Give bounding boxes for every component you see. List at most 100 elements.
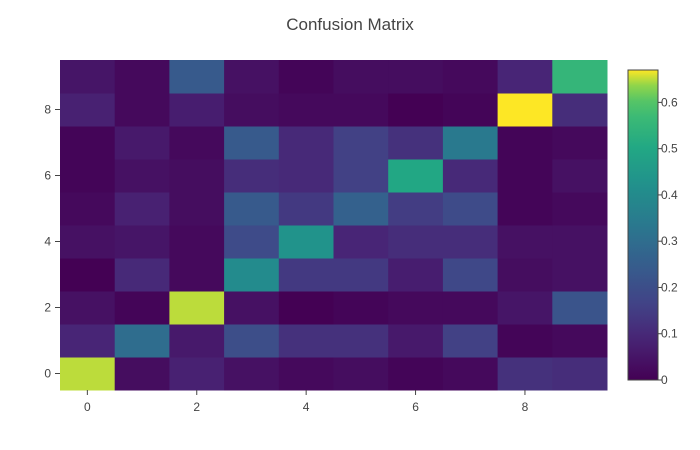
heatmap-cell-r2-c0 bbox=[60, 291, 116, 325]
colorbar-tick-label-5: 0.5 bbox=[661, 142, 678, 156]
heatmap-cell-r6-c7 bbox=[442, 159, 499, 193]
heatmap-cell-r0-c3 bbox=[224, 357, 280, 391]
heatmap-cell-r0-c6 bbox=[388, 357, 444, 391]
colorbar-tick-label-6: 0.6 bbox=[661, 95, 678, 109]
heatmap-cell-r5-c6 bbox=[388, 192, 444, 226]
heatmap-cell-r0-c4 bbox=[278, 357, 334, 391]
heatmap-cell-r4-c7 bbox=[442, 225, 499, 259]
heatmap-cell-r9-c4 bbox=[278, 60, 334, 94]
colorbar-tick-label-4: 0.4 bbox=[661, 188, 678, 202]
heatmap-cell-r0-c2 bbox=[169, 357, 225, 391]
heatmap-cell-r7-c3 bbox=[224, 126, 280, 160]
heatmap-cell-r2-c3 bbox=[224, 291, 280, 325]
y-tick-label-6: 6 bbox=[44, 169, 51, 183]
heatmap-cell-r4-c5 bbox=[333, 225, 389, 259]
y-tick-label-8: 8 bbox=[44, 103, 51, 117]
heatmap-cell-r3-c7 bbox=[442, 258, 499, 292]
x-tick-label-6: 6 bbox=[412, 400, 419, 414]
heatmap-cell-r5-c7 bbox=[442, 192, 499, 226]
heatmap-cell-r3-c8 bbox=[497, 258, 553, 292]
heatmap-cell-r5-c8 bbox=[497, 192, 553, 226]
heatmap-cell-r5-c9 bbox=[552, 192, 608, 226]
x-tick-label-2: 2 bbox=[193, 400, 200, 414]
heatmap-cell-r5-c5 bbox=[333, 192, 389, 226]
heatmap-cells bbox=[60, 60, 608, 391]
heatmap-cell-r2-c4 bbox=[278, 291, 334, 325]
heatmap-cell-r3-c9 bbox=[552, 258, 608, 292]
heatmap-cell-r9-c3 bbox=[224, 60, 280, 94]
y-tick-label-0: 0 bbox=[44, 367, 51, 381]
heatmap-cell-r2-c2 bbox=[169, 291, 225, 325]
heatmap-cell-r6-c3 bbox=[224, 159, 280, 193]
heatmap-cell-r4-c9 bbox=[552, 225, 608, 259]
colorbar-tick-label-1: 0.1 bbox=[661, 327, 678, 341]
heatmap-cell-r1-c7 bbox=[442, 324, 499, 358]
heatmap-cell-r2-c1 bbox=[114, 291, 170, 325]
heatmap-cell-r5-c2 bbox=[169, 192, 225, 226]
heatmap-cell-r9-c9 bbox=[552, 60, 608, 94]
heatmap-cell-r3-c5 bbox=[333, 258, 389, 292]
heatmap-cell-r0-c5 bbox=[333, 357, 389, 391]
heatmap-cell-r4-c1 bbox=[114, 225, 170, 259]
x-tick-label-8: 8 bbox=[522, 400, 529, 414]
heatmap-cell-r3-c4 bbox=[278, 258, 334, 292]
heatmap-cell-r0-c7 bbox=[442, 357, 499, 391]
heatmap-cell-r5-c4 bbox=[278, 192, 334, 226]
colorbar-tick-label-0: 0 bbox=[661, 373, 668, 387]
heatmap-cell-r1-c6 bbox=[388, 324, 444, 358]
heatmap-cell-r2-c9 bbox=[552, 291, 608, 325]
heatmap-cell-r4-c0 bbox=[60, 225, 116, 259]
heatmap-cell-r2-c8 bbox=[497, 291, 553, 325]
heatmap-cell-r3-c2 bbox=[169, 258, 225, 292]
heatmap-cell-r1-c0 bbox=[60, 324, 116, 358]
heatmap-cell-r9-c7 bbox=[442, 60, 499, 94]
heatmap-cell-r1-c8 bbox=[497, 324, 553, 358]
colorbar-tick-label-3: 0.3 bbox=[661, 234, 678, 248]
heatmap-cell-r0-c0 bbox=[60, 357, 116, 391]
y-tick-label-2: 2 bbox=[44, 301, 51, 315]
heatmap-cell-r1-c9 bbox=[552, 324, 608, 358]
heatmap-cell-r7-c7 bbox=[442, 126, 499, 160]
x-axis: 0 2 4 6 8 bbox=[84, 390, 529, 414]
heatmap-cell-r8-c2 bbox=[169, 93, 225, 127]
heatmap-cell-r0-c8 bbox=[497, 357, 553, 391]
heatmap-cell-r6-c4 bbox=[278, 159, 334, 193]
heatmap-cell-r3-c1 bbox=[114, 258, 170, 292]
heatmap-cell-r7-c1 bbox=[114, 126, 170, 160]
heatmap-cell-r5-c0 bbox=[60, 192, 116, 226]
heatmap-cell-r8-c7 bbox=[442, 93, 499, 127]
x-tick-label-0: 0 bbox=[84, 400, 91, 414]
colorbar: 0 0.1 0.2 0.3 0.4 0.5 0.6 bbox=[627, 69, 678, 387]
heatmap-cell-r1-c2 bbox=[169, 324, 225, 358]
heatmap-cell-r7-c5 bbox=[333, 126, 389, 160]
heatmap-cell-r6-c0 bbox=[60, 159, 116, 193]
heatmap-cell-r7-c8 bbox=[497, 126, 553, 160]
heatmap-cell-r2-c6 bbox=[388, 291, 444, 325]
heatmap-cell-r6-c6 bbox=[388, 159, 444, 193]
heatmap-cell-r6-c9 bbox=[552, 159, 608, 193]
heatmap-cell-r5-c1 bbox=[114, 192, 170, 226]
heatmap-cell-r1-c1 bbox=[114, 324, 170, 358]
heatmap-cell-r4-c2 bbox=[169, 225, 225, 259]
heatmap-cell-r4-c3 bbox=[224, 225, 280, 259]
heatmap-cell-r5-c3 bbox=[224, 192, 280, 226]
heatmap-cell-r1-c4 bbox=[278, 324, 334, 358]
heatmap-cell-r2-c5 bbox=[333, 291, 389, 325]
heatmap-cell-r8-c4 bbox=[278, 93, 334, 127]
heatmap-cell-r9-c0 bbox=[60, 60, 116, 94]
heatmap-cell-r8-c6 bbox=[388, 93, 444, 127]
heatmap-cell-r7-c2 bbox=[169, 126, 225, 160]
heatmap-cell-r8-c9 bbox=[552, 93, 608, 127]
heatmap-cell-r3-c3 bbox=[224, 258, 280, 292]
heatmap-cell-r1-c3 bbox=[224, 324, 280, 358]
heatmap-cell-r8-c5 bbox=[333, 93, 389, 127]
y-axis: 0 2 4 6 8 bbox=[44, 103, 60, 381]
heatmap-cell-r3-c0 bbox=[60, 258, 116, 292]
heatmap-cell-r6-c2 bbox=[169, 159, 225, 193]
heatmap-cell-r7-c0 bbox=[60, 126, 116, 160]
chart-title: Confusion Matrix bbox=[286, 15, 414, 34]
heatmap-cell-r8-c1 bbox=[114, 93, 170, 127]
heatmap-cell-r2-c7 bbox=[442, 291, 499, 325]
heatmap-cell-r0-c9 bbox=[552, 357, 608, 391]
